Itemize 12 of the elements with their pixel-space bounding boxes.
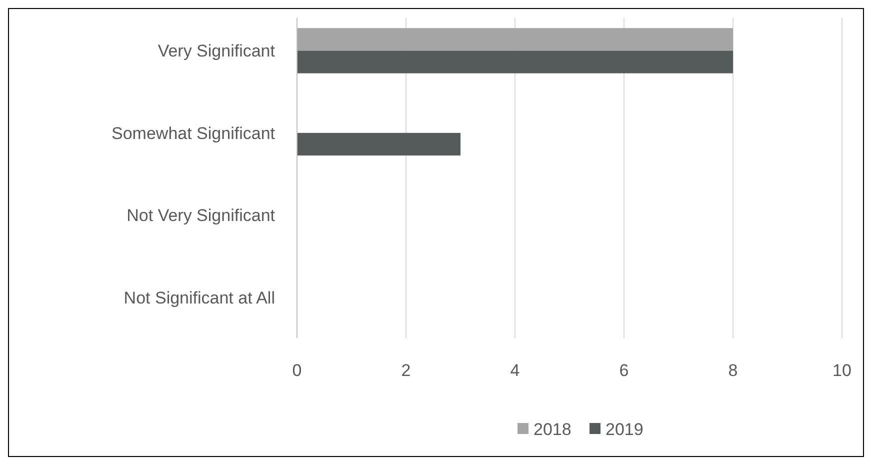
x-tick-label: 10 — [832, 361, 852, 380]
y-tick-label: Very Significant — [158, 42, 276, 61]
legend-label: 2019 — [606, 420, 644, 439]
x-tick-label: 4 — [510, 361, 520, 380]
y-tick-label: Not Significant at All — [124, 288, 275, 308]
x-tick-label: 0 — [292, 361, 302, 380]
x-tick-label: 8 — [728, 361, 738, 380]
legend-label: 2018 — [534, 420, 572, 439]
x-tick-label: 2 — [401, 361, 411, 380]
y-tick-label: Not Very Significant — [126, 206, 276, 226]
x-tick-label: 6 — [619, 361, 629, 380]
y-tick-label: Somewhat Significant — [112, 124, 276, 143]
